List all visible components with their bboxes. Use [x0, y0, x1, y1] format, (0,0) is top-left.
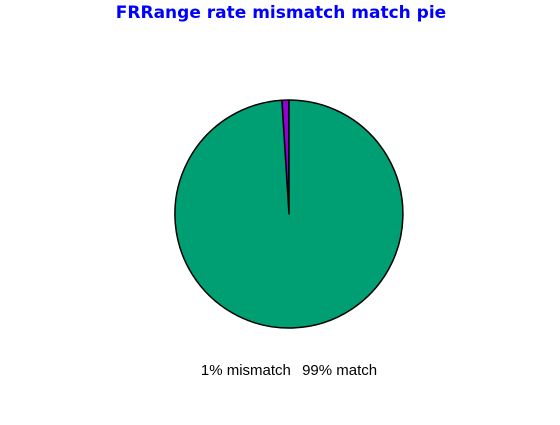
pie-slice-match: [174, 99, 404, 329]
caption-match: 99% match: [302, 362, 377, 379]
pie-slices: [174, 99, 404, 329]
caption-label: 1% mismatch 99% match: [201, 362, 377, 379]
chart-title: FRRange rate mismatch match pie: [116, 3, 446, 23]
caption-mismatch: 1% mismatch: [201, 362, 291, 379]
